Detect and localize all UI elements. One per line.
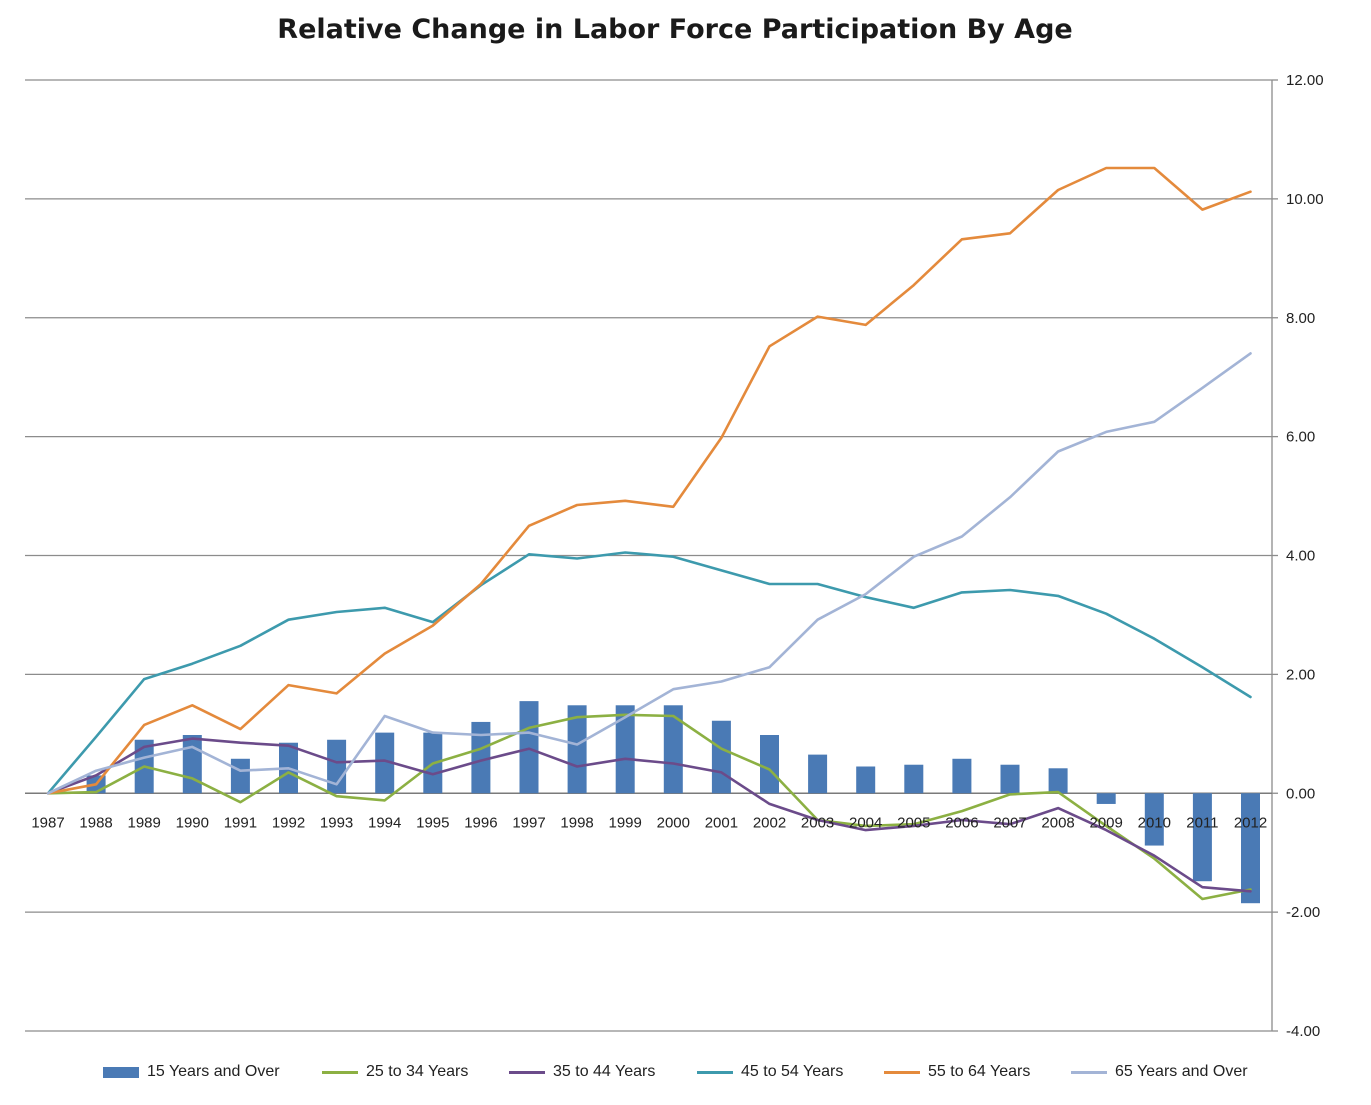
y-tick-label: -2.00 — [1286, 904, 1320, 921]
bar-1997 — [519, 701, 539, 794]
y-tick-label: 0.00 — [1286, 785, 1315, 802]
gridlines — [25, 79, 1278, 1032]
line-series-55-to-64-years — [46, 166, 1252, 795]
x-tick-label: 1996 — [464, 814, 497, 831]
bar-2009 — [1096, 793, 1116, 804]
x-tick-label: 2006 — [945, 814, 978, 831]
legend-item: 15 Years and Over — [103, 1058, 280, 1086]
x-tick-label: 1988 — [79, 814, 112, 831]
legend-line-swatch — [322, 1070, 358, 1074]
bar-1994 — [375, 732, 395, 794]
bar-2007 — [1000, 764, 1020, 794]
legend-label: 35 to 44 Years — [553, 1063, 656, 1080]
bar-1990 — [182, 735, 202, 794]
y-tick-label: 6.00 — [1286, 429, 1315, 446]
line-series-45-to-54-years — [46, 551, 1252, 795]
x-tick-label: 2001 — [705, 814, 738, 831]
bar-2004 — [856, 766, 876, 794]
y-tick-label: 12.00 — [1286, 72, 1324, 89]
x-tick-label: 2007 — [993, 814, 1026, 831]
legend-label: 65 Years and Over — [1115, 1063, 1248, 1080]
x-tick-label: 1994 — [368, 814, 401, 831]
x-tick-label: 2010 — [1138, 814, 1171, 831]
x-tick-label: 1991 — [224, 814, 257, 831]
line-series-35-to-44-years — [46, 737, 1252, 893]
legend-line-swatch — [1071, 1070, 1107, 1074]
x-tick-label: 2009 — [1090, 814, 1123, 831]
bar-2000 — [663, 705, 683, 794]
line-series-25-to-34-years — [46, 713, 1252, 901]
bar-2005 — [904, 764, 924, 794]
x-tick-label: 1990 — [176, 814, 209, 831]
y-axis-tick-labels: 12.00 10.00 8.00 6.00 4.00 2.00 0.00 -2.00 -4.00 — [1286, 72, 1324, 1040]
x-tick-label: 2008 — [1041, 814, 1074, 831]
legend-label: 45 to 54 Years — [741, 1063, 844, 1080]
x-tick-label: 2005 — [897, 814, 930, 831]
bar-2010 — [1144, 793, 1164, 846]
x-axis-tick-labels: 1987 1988 1989 1990 1991 1992 1993 1994 1995 1996… — [31, 814, 1267, 831]
bar-2003 — [808, 754, 828, 794]
bar-1998 — [567, 705, 587, 794]
bar-2011 — [1192, 793, 1212, 882]
legend-item: 55 to 64 Years — [884, 1058, 1030, 1086]
y-tick-label: 4.00 — [1286, 548, 1315, 565]
bar-2008 — [1048, 768, 1068, 794]
x-tick-label: 2011 — [1186, 814, 1218, 831]
legend-label: 25 to 34 Years — [366, 1063, 469, 1080]
bar-2001 — [711, 720, 731, 794]
bar-1996 — [471, 721, 491, 794]
y-tick-label: 8.00 — [1286, 310, 1315, 327]
x-tick-label: 1999 — [609, 814, 642, 831]
legend-line-swatch — [884, 1070, 920, 1074]
x-tick-label: 2004 — [849, 814, 882, 831]
legend-item: 25 to 34 Years — [322, 1058, 468, 1086]
x-tick-label: 1989 — [128, 814, 161, 831]
x-tick-label: 1997 — [512, 814, 545, 831]
legend-item: 35 to 44 Years — [509, 1058, 655, 1086]
legend-line-swatch — [509, 1070, 545, 1074]
line-series — [46, 166, 1252, 901]
bar-1993 — [327, 739, 347, 794]
x-tick-label: 2012 — [1234, 814, 1267, 831]
x-tick-label: 2000 — [657, 814, 690, 831]
chart-title: Relative Change in Labor Force Participa… — [277, 14, 1073, 45]
legend-label: 15 Years and Over — [147, 1063, 280, 1080]
bar-2012 — [1241, 793, 1260, 904]
y-tick-label: 2.00 — [1286, 666, 1315, 683]
x-tick-label: 2002 — [753, 814, 786, 831]
legend: 15 Years and Over 25 to 34 Years 35 to 44 … — [0, 1058, 1371, 1088]
legend-item: 65 Years and Over — [1071, 1058, 1248, 1086]
legend-label: 55 to 64 Years — [928, 1063, 1031, 1080]
bar-1999 — [615, 705, 635, 794]
legend-bar-swatch — [103, 1066, 139, 1078]
bar-1991 — [230, 758, 250, 794]
legend-line-swatch — [697, 1070, 733, 1074]
x-tick-label: 1992 — [272, 814, 305, 831]
bar-2002 — [760, 735, 779, 794]
x-tick-label: 1987 — [31, 814, 64, 831]
x-tick-label: 1995 — [416, 814, 449, 831]
bar-series-15-years-and-over — [86, 701, 1260, 904]
legend-item: 45 to 54 Years — [697, 1058, 843, 1086]
x-tick-label: 1993 — [320, 814, 353, 831]
y-tick-label: 10.00 — [1286, 191, 1324, 208]
y-tick-label: -4.00 — [1286, 1023, 1320, 1040]
line-series-65-years-and-over — [46, 352, 1252, 795]
x-tick-label: 2003 — [801, 814, 834, 831]
bar-2006 — [952, 758, 972, 794]
x-tick-label: 1998 — [560, 814, 593, 831]
